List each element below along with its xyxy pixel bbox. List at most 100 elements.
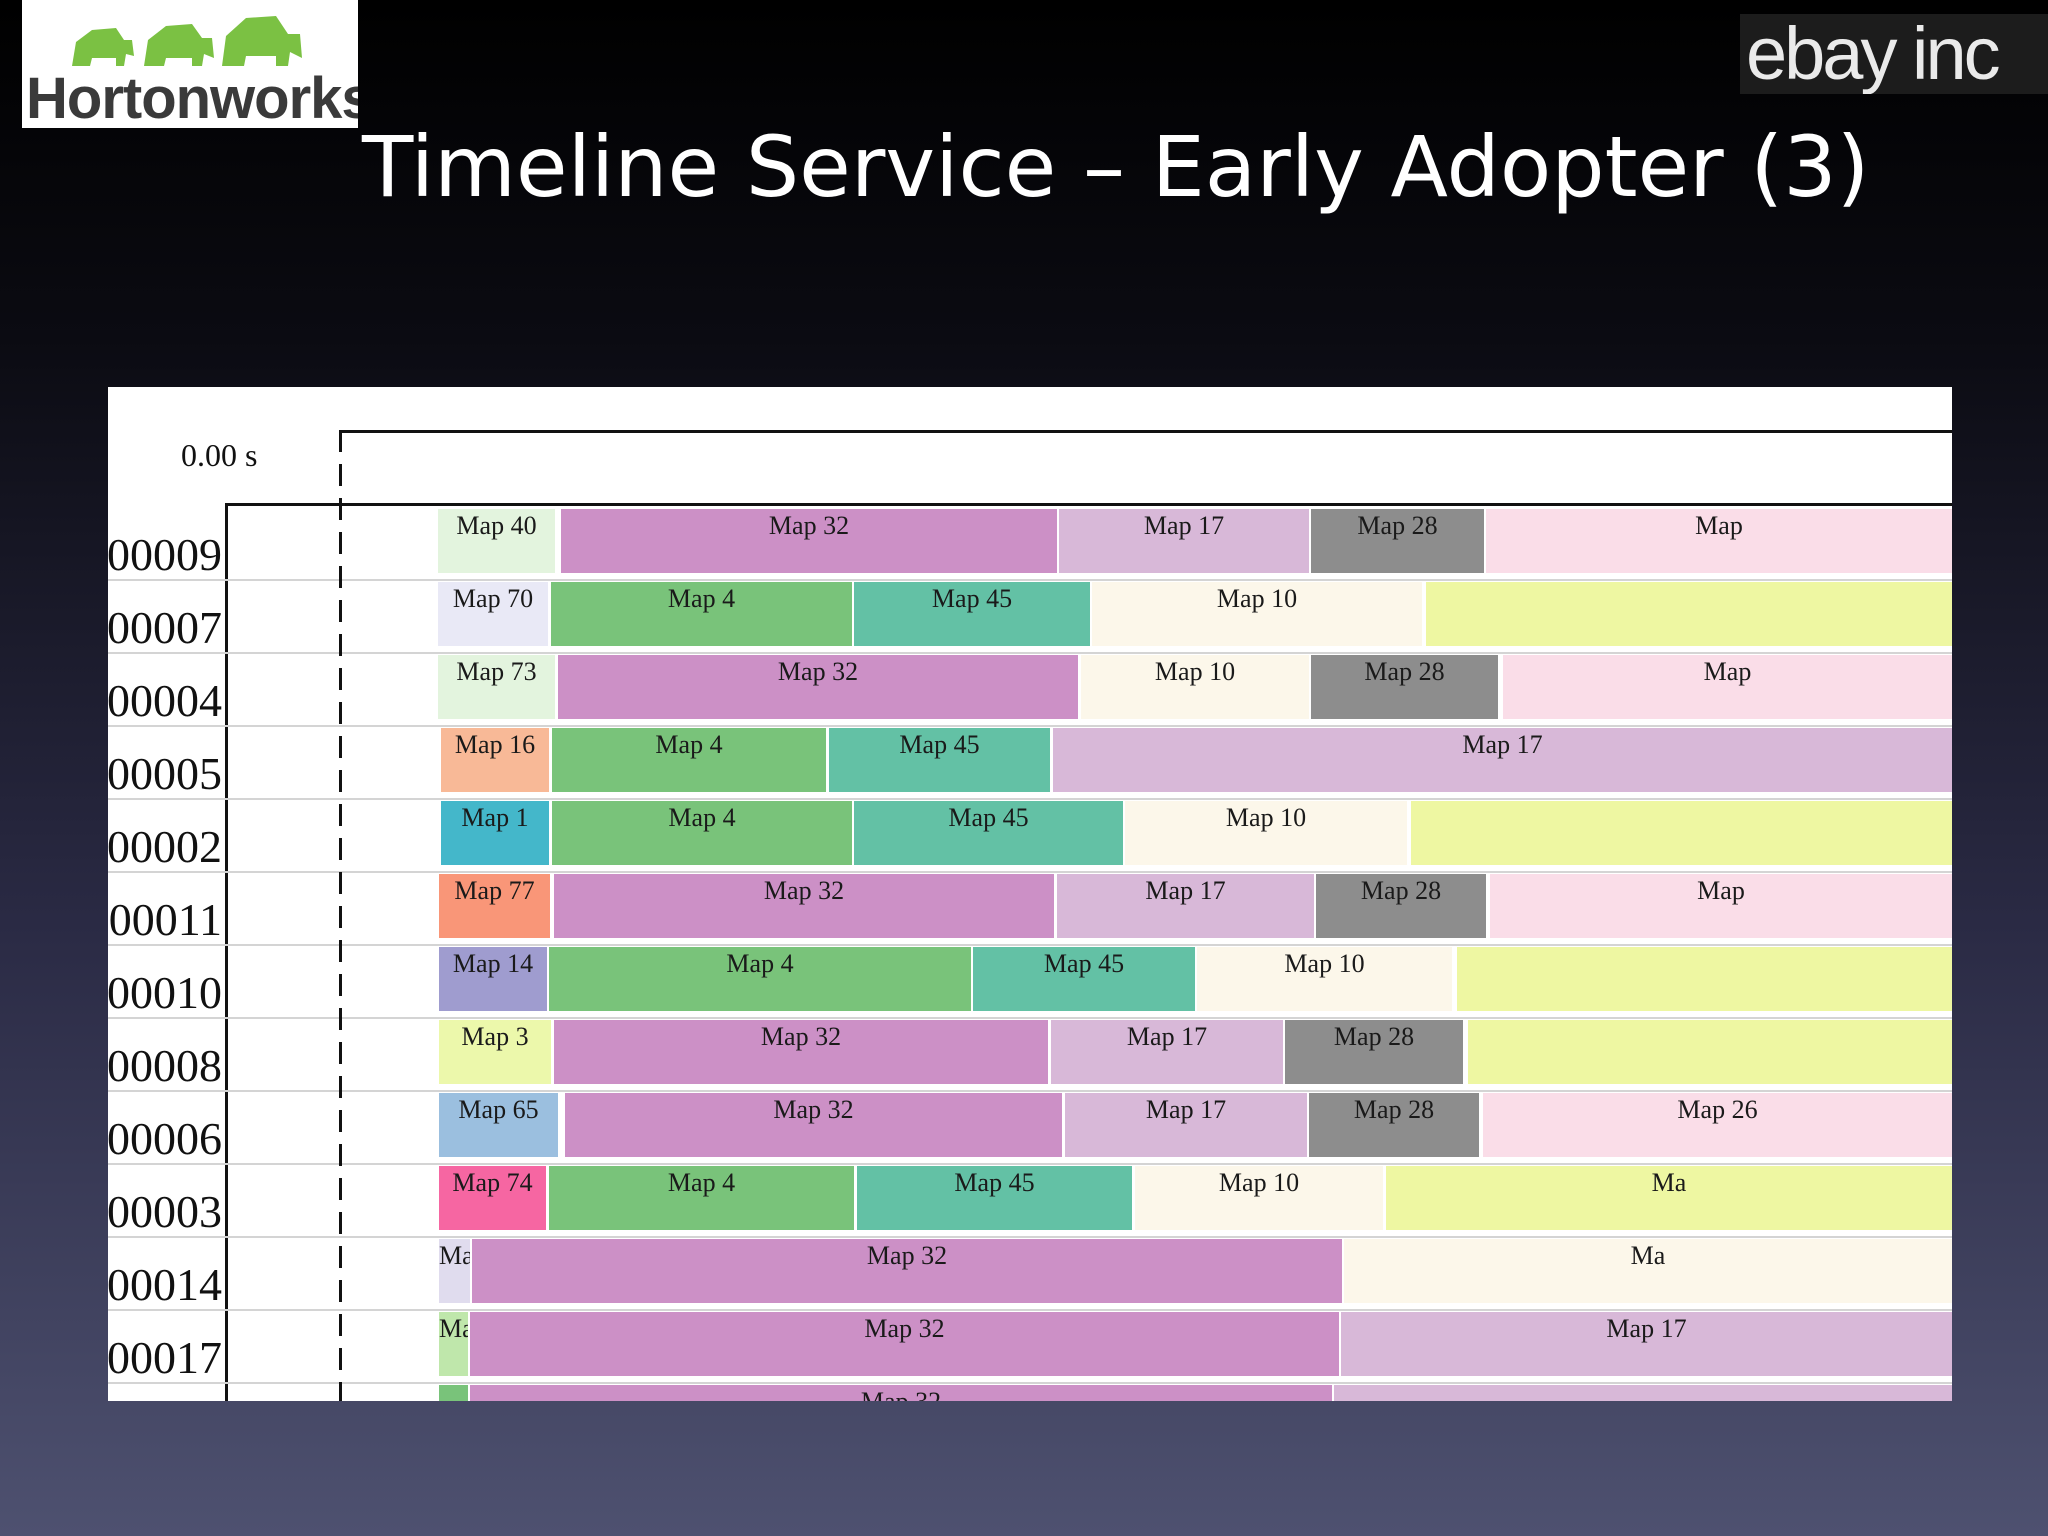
task-bar[interactable] <box>1334 1385 1952 1401</box>
task-bar-label: Map 10 <box>1216 584 1298 613</box>
task-bar[interactable]: Map 1 <box>441 801 549 865</box>
hortonworks-wordmark: Hortonworks <box>26 66 358 128</box>
task-bar[interactable]: Map 14 <box>439 947 547 1011</box>
task-bar[interactable]: Map 32 <box>472 1239 1342 1303</box>
task-bar[interactable]: Map 16 <box>441 728 549 792</box>
task-bar[interactable]: Map 26 <box>1483 1093 1952 1157</box>
task-bar[interactable]: Map 10 <box>1135 1166 1383 1230</box>
task-bar[interactable] <box>439 1385 468 1401</box>
task-bar-label: Map 10 <box>1225 803 1307 832</box>
task-bar-label: Map 40 <box>456 511 537 540</box>
task-bar[interactable]: Map 10 <box>1081 655 1309 719</box>
task-bar[interactable]: Map 4 <box>549 947 971 1011</box>
task-bar[interactable]: Map 28 <box>1311 655 1498 719</box>
task-bar[interactable]: Map 10 <box>1125 801 1407 865</box>
task-bar-label: Map 17 <box>1462 730 1543 759</box>
task-bar[interactable]: Map 32 <box>470 1385 1332 1401</box>
row-label: 00014 <box>108 1259 222 1310</box>
task-bar-label: Map 73 <box>456 657 537 686</box>
task-bar-label: Map 32 <box>864 1314 945 1343</box>
task-bar[interactable] <box>1411 801 1952 865</box>
task-bar-label: Map 28 <box>1357 511 1438 540</box>
task-bar-label: Map 4 <box>726 949 794 978</box>
task-bar[interactable]: Map <box>1503 655 1952 719</box>
task-bar[interactable]: Map 74 <box>439 1166 546 1230</box>
task-bar[interactable]: Map 17 <box>1341 1312 1952 1376</box>
task-bar[interactable]: Map 4 <box>552 728 826 792</box>
slide-title: Timeline Service – Early Adopter (3) <box>362 118 1870 216</box>
task-bar[interactable]: Map 45 <box>854 801 1123 865</box>
ebay-logo: ebay inc <box>1740 14 2048 94</box>
row-divider <box>108 1163 1952 1165</box>
task-bar-label: Map <box>1695 511 1743 540</box>
task-bar[interactable]: Map 32 <box>565 1093 1062 1157</box>
time-axis-line <box>339 430 1952 433</box>
task-bar-label: Map 45 <box>1043 949 1125 978</box>
task-bar[interactable]: Map 73 <box>438 655 555 719</box>
timeline-row: 00007 Map 70 Map 4 Map 45 Map 10 <box>108 580 1952 654</box>
task-bar-label: Map 17 <box>1145 876 1226 905</box>
task-bar[interactable]: Map 65 <box>439 1093 558 1157</box>
task-bar[interactable]: Map 17 <box>1051 1020 1283 1084</box>
task-bar[interactable]: Map 28 <box>1285 1020 1463 1084</box>
task-bar-label: Map 32 <box>760 1022 842 1051</box>
timeline-row: 00005 Map 16 Map 4 Map 45 Map 17 <box>108 726 1952 800</box>
timeline-rows: 00009 Map 40 Map 32 Map 17 Map 28 Map 00007 Map… <box>108 507 1952 1401</box>
task-bar[interactable]: Map 10 <box>1092 582 1422 646</box>
task-bar[interactable]: Map 3 <box>439 1020 551 1084</box>
task-bar[interactable]: Map 28 <box>1311 509 1484 573</box>
task-bar[interactable]: Map 45 <box>854 582 1090 646</box>
task-bar[interactable]: Map 45 <box>857 1166 1132 1230</box>
task-bar-label: Map 17 <box>1126 1022 1208 1051</box>
task-bar[interactable]: Map 45 <box>829 728 1050 792</box>
row-divider <box>108 579 1952 581</box>
task-bar[interactable]: Ma <box>1344 1239 1952 1303</box>
task-bar[interactable]: Map <box>1490 874 1952 938</box>
task-bar-label: Map 4 <box>668 803 736 832</box>
task-bar[interactable]: Map 32 <box>554 874 1054 938</box>
row-label: 00006 <box>108 1113 222 1164</box>
row-label-axis <box>225 503 228 1401</box>
task-bar[interactable]: Map 17 <box>1059 509 1309 573</box>
task-bar[interactable]: Map 17 <box>1057 874 1314 938</box>
chart-top-border <box>225 503 1952 506</box>
task-bar[interactable] <box>1426 582 1952 646</box>
task-bar[interactable] <box>1457 947 1952 1011</box>
row-label: 00010 <box>108 967 222 1018</box>
task-bar[interactable]: Map 4 <box>551 582 852 646</box>
task-bar[interactable]: Map 4 <box>549 1166 854 1230</box>
task-bar[interactable]: Map 17 <box>1053 728 1952 792</box>
task-bar[interactable]: Map 10 <box>1197 947 1452 1011</box>
task-bar[interactable]: Map 32 <box>554 1020 1048 1084</box>
row-divider <box>108 725 1952 727</box>
task-bar[interactable]: Map 4 <box>552 801 852 865</box>
task-bar[interactable]: Map <box>1486 509 1952 573</box>
task-bar-label: Ma <box>1630 1241 1666 1270</box>
task-bar[interactable]: Map 40 <box>438 509 555 573</box>
task-bar[interactable]: Map 32 <box>470 1312 1339 1376</box>
task-bar[interactable]: Map 28 <box>1309 1093 1479 1157</box>
timeline-row: 00004 Map 73 Map 32 Map 10 Map 28 Map <box>108 653 1952 727</box>
row-divider <box>108 1309 1952 1311</box>
task-bar[interactable]: Map 45 <box>973 947 1195 1011</box>
task-bar[interactable]: Map 17 <box>1065 1093 1307 1157</box>
timeline-row: Map 32 <box>108 1383 1952 1401</box>
task-bar-label: Map 70 <box>452 584 534 613</box>
row-label: 00007 <box>108 602 222 653</box>
task-bar[interactable]: Map 70 <box>438 582 548 646</box>
task-bar[interactable] <box>1468 1020 1952 1084</box>
timeline-screenshot: 0.00 s 00009 Map 40 Map 32 Map 17 Map 28 Map 0… <box>108 387 1952 1401</box>
task-bar-label: Map 32 <box>470 1385 1332 1401</box>
task-bar[interactable]: Map 32 <box>558 655 1078 719</box>
row-divider <box>108 1236 1952 1238</box>
task-bar-label: Map 45 <box>954 1168 1035 1197</box>
task-bar[interactable]: Map 77 <box>439 874 550 938</box>
task-bar[interactable]: Map 32 <box>561 509 1057 573</box>
task-bar-label: Map 10 <box>1154 657 1236 686</box>
task-bar[interactable]: Map <box>439 1312 468 1376</box>
task-bar-label: Map 1 <box>461 803 529 832</box>
task-bar[interactable]: Ma <box>1386 1166 1952 1230</box>
task-bar[interactable]: Map 28 <box>1316 874 1486 938</box>
row-divider <box>108 944 1952 946</box>
task-bar[interactable]: Map 1 <box>439 1239 470 1303</box>
